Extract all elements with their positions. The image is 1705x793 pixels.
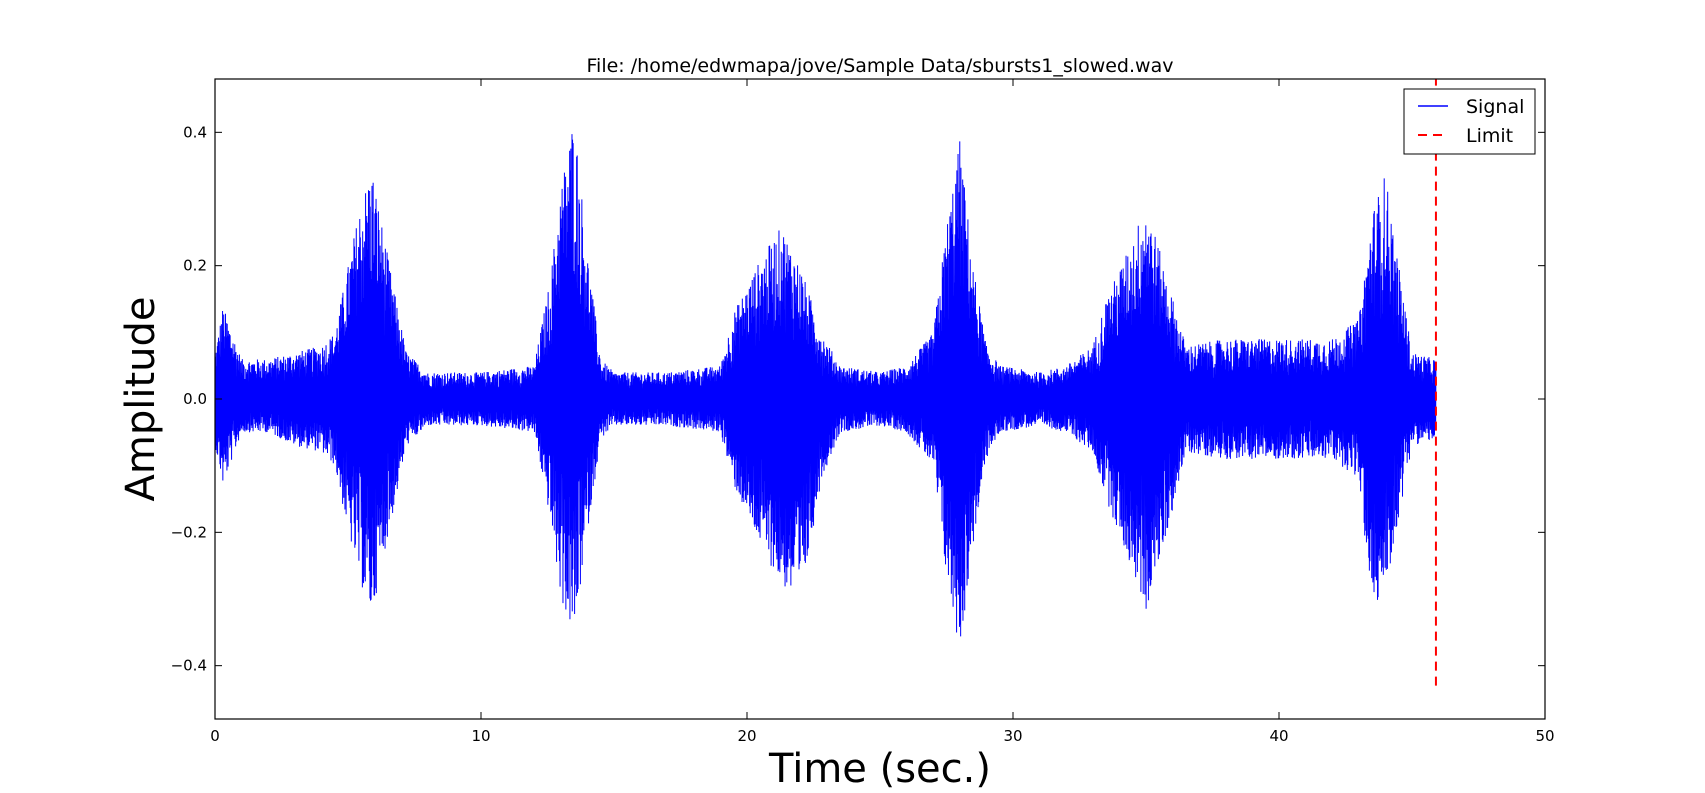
y-tick-label: −0.4 bbox=[171, 657, 207, 675]
legend: Signal Limit bbox=[1403, 88, 1536, 155]
signal-series bbox=[214, 134, 1437, 637]
y-axis-ticks: −0.4 −0.2 0.0 0.2 0.4 bbox=[171, 123, 1545, 675]
x-axis-label: Time (sec.) bbox=[768, 746, 991, 792]
legend-box bbox=[1403, 88, 1536, 155]
x-tick-label: 10 bbox=[471, 727, 490, 745]
x-axis-ticks: 0 10 20 30 40 50 bbox=[210, 79, 1555, 745]
y-tick-label: 0.2 bbox=[183, 257, 207, 275]
x-tick-label: 20 bbox=[737, 727, 756, 745]
x-tick-label: 50 bbox=[1535, 727, 1554, 745]
y-tick-label: 0.0 bbox=[183, 390, 207, 408]
y-axis-label: Amplitude bbox=[118, 297, 164, 502]
legend-signal-label: Signal bbox=[1466, 96, 1524, 118]
x-tick-label: 30 bbox=[1003, 727, 1022, 745]
x-tick-label: 40 bbox=[1269, 727, 1288, 745]
chart-title: File: /home/edwmapa/jove/Sample Data/sbu… bbox=[587, 55, 1174, 77]
legend-limit-label: Limit bbox=[1466, 125, 1513, 147]
signal-line bbox=[214, 134, 1437, 637]
plot-area bbox=[214, 78, 1546, 720]
y-tick-label: −0.2 bbox=[171, 523, 207, 541]
x-tick-label: 0 bbox=[210, 727, 220, 745]
y-tick-label: 0.4 bbox=[183, 123, 207, 141]
